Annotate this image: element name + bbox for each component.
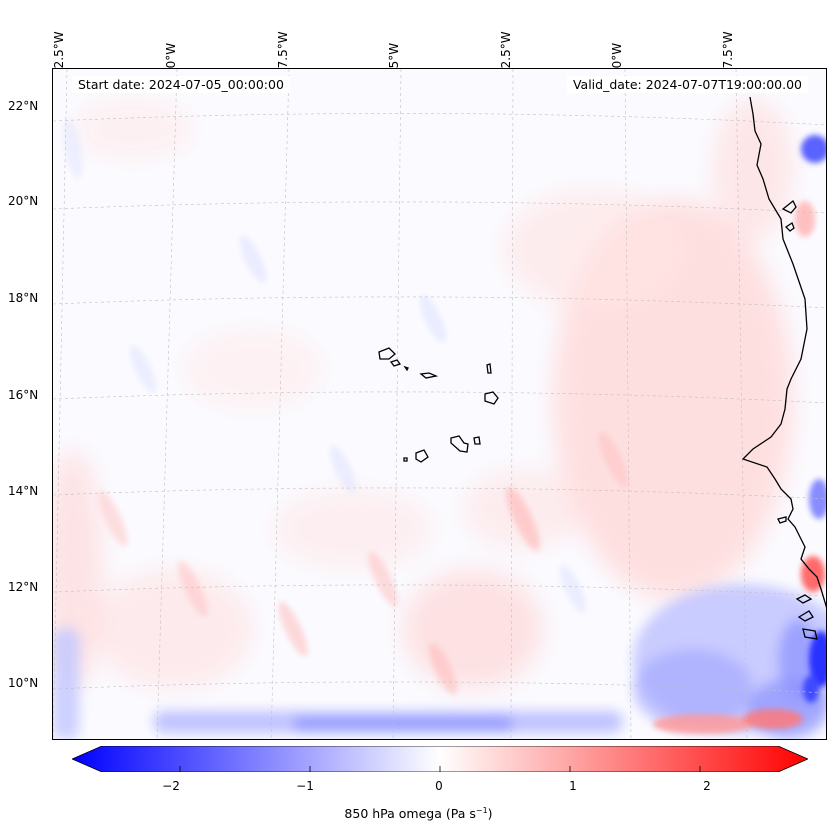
colorbar-ticks [179, 766, 701, 772]
valid-date-label: Valid_date: 2024-07-07T19:00:00.00 [566, 76, 808, 93]
lat-label-22n: 22°N [8, 99, 39, 113]
colorbar-tick-label: 2 [703, 779, 711, 793]
lat-label-18n: 18°N [8, 291, 39, 305]
colorbar-tick-label: −2 [162, 779, 180, 793]
colorbar-tick-label: 0 [435, 779, 443, 793]
lat-label-20n: 20°N [8, 194, 39, 208]
colorbar-label: 850 hPa omega (Pa s−1) [344, 806, 493, 822]
graticule [53, 69, 826, 739]
colorbar [72, 746, 808, 772]
lat-label-16n: 16°N [8, 388, 39, 402]
africa-coastline [741, 96, 826, 640]
omega-map [52, 68, 827, 740]
lat-label-12n: 12°N [8, 580, 39, 594]
map-canvas [53, 69, 826, 739]
lat-label-14n: 14°N [8, 484, 39, 498]
cape-verde-islands [378, 347, 499, 463]
omega-field-negative [53, 135, 826, 739]
colorbar-bar [72, 746, 808, 772]
colorbar-tick-label: 1 [569, 779, 577, 793]
start-date-label: Start date: 2024-07-05_00:00:00 [72, 76, 290, 93]
colorbar-tick-label: −1 [296, 779, 314, 793]
lat-label-10n: 10°N [8, 676, 39, 690]
